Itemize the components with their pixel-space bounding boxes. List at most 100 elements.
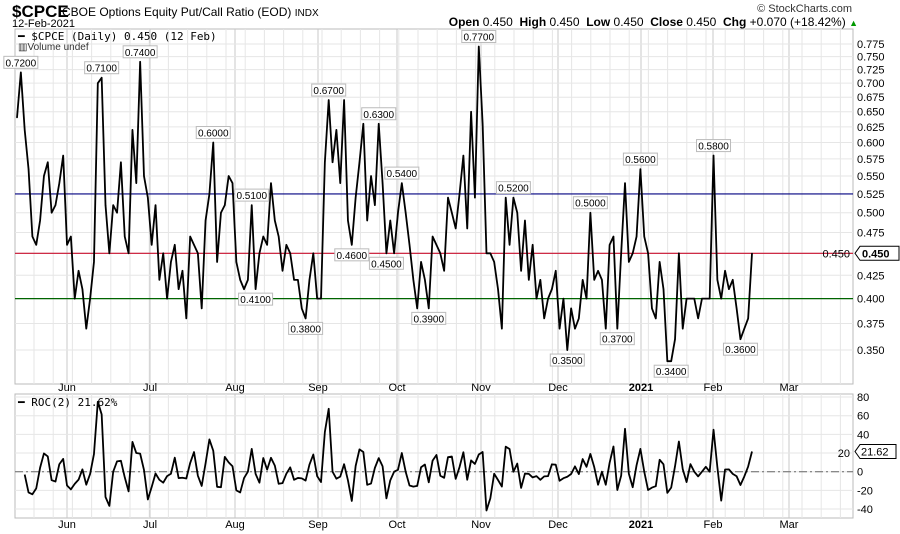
y-tick-label: 0.750 (857, 52, 885, 64)
price-point (70, 235, 72, 238)
price-point (366, 219, 368, 222)
annotation-label: 0.7700 (463, 32, 494, 43)
price-point (16, 117, 18, 119)
ohlc-readout: Open 0.450 High 0.450 Low 0.450 Close 0.… (449, 16, 858, 30)
annotation-label: 0.5100 (236, 191, 267, 202)
price-point (143, 175, 145, 177)
annotation-box (3, 55, 39, 69)
y-tick-label: 0.350 (857, 345, 885, 357)
x-tick-label: Nov (471, 519, 491, 531)
annotation-box (311, 83, 347, 97)
annotation-label: 0.5400 (387, 169, 418, 180)
price-point (62, 154, 64, 157)
price-point (647, 252, 649, 254)
open-label: Open (448, 15, 480, 29)
x-tick-label: Mar (780, 519, 799, 531)
price-point (485, 252, 488, 254)
annotation-label: 0.4100 (240, 295, 271, 306)
price-point (709, 298, 711, 300)
price-point (166, 298, 168, 300)
price-point (258, 252, 261, 254)
annotation-box (653, 364, 689, 378)
price-point (724, 270, 726, 272)
price-line (16, 45, 753, 363)
x-tick-label: Dec (548, 519, 568, 531)
price-point (339, 182, 341, 184)
price-point (289, 252, 291, 254)
price-point (601, 279, 603, 281)
annotation-label: 0.7100 (86, 64, 117, 75)
price-point (154, 204, 157, 206)
annotation-label: 0.3400 (656, 367, 687, 378)
price-point (670, 360, 672, 362)
price-point (305, 317, 307, 319)
price-point (274, 219, 276, 222)
price-point (682, 328, 684, 330)
price-point (743, 328, 745, 330)
annotation-box (549, 353, 585, 367)
price-point (520, 270, 522, 272)
price-point (355, 197, 357, 199)
y-tick-label: 0.775 (857, 39, 885, 51)
price-point (659, 261, 661, 263)
price-point (197, 252, 199, 254)
price-point (201, 307, 203, 309)
price-point (685, 298, 688, 300)
x-tick-label: 2021 (629, 382, 653, 394)
annotation-label: 0.3800 (290, 324, 321, 335)
price-legend: ━ $CPCE (Daily) 0.450 (12 Feb) (18, 30, 217, 43)
price-point (712, 154, 715, 157)
price-point (470, 111, 472, 113)
price-point (551, 288, 553, 290)
price-point (254, 288, 257, 290)
annotation-box (368, 256, 404, 270)
price-point (628, 261, 630, 263)
price-point (539, 279, 541, 281)
y-tick-label: 0.725 (857, 65, 885, 77)
price-point (293, 279, 295, 281)
price-point (558, 328, 561, 330)
high-value: 0.450 (549, 15, 580, 29)
price-point (751, 252, 753, 254)
price-point (189, 235, 191, 238)
annotation-box (361, 107, 397, 121)
price-annotation: 0.3900 (411, 311, 447, 325)
last-value-label: 0.450 (862, 248, 890, 260)
price-point (151, 244, 153, 246)
price-point (162, 252, 164, 254)
annotation-box (622, 152, 658, 166)
price-annotation: 0.5100 (234, 188, 270, 202)
price-annotation: 0.3500 (549, 353, 585, 367)
price-point (216, 261, 218, 263)
price-point (405, 212, 407, 214)
price-point (635, 235, 638, 238)
x-tick-label: Oct (388, 382, 405, 394)
annotation-box (722, 342, 758, 356)
annotation-box (461, 29, 497, 43)
last-value-tag (854, 245, 900, 261)
price-point (435, 244, 438, 246)
annotation-label: 0.5800 (698, 142, 729, 153)
price-annotation: 0.3800 (288, 321, 324, 335)
price-annotation: 0.5800 (696, 139, 732, 153)
annotation-label: 0.3500 (552, 356, 583, 367)
x-tick-label: Sep (308, 519, 328, 531)
price-point (389, 219, 391, 222)
price-annotation: 0.5400 (384, 166, 420, 180)
line-swatch-icon: ━ (18, 396, 25, 409)
annotation-label: 0.7200 (6, 58, 37, 69)
roc-last-value-label: 21.62 (861, 447, 889, 459)
price-point (547, 298, 549, 300)
x-tick-label: Jun (58, 519, 76, 531)
price-point (508, 244, 511, 246)
x-tick-label: Jul (143, 382, 157, 394)
price-point (112, 204, 114, 206)
price-point (516, 212, 518, 214)
annotation-label: 0.4500 (371, 259, 402, 270)
price-point (251, 204, 253, 206)
high-label: High (519, 15, 547, 29)
price-point (235, 261, 237, 263)
annotation-box (238, 292, 274, 306)
price-point (27, 168, 30, 170)
